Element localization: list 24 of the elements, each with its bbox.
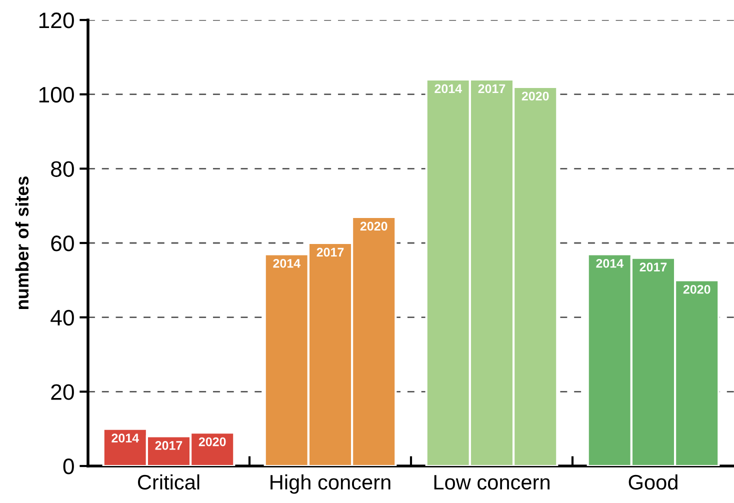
text: 2014 bbox=[112, 434, 139, 442]
y-tick-label: 80 bbox=[51, 161, 74, 177]
text: 2020 bbox=[522, 92, 549, 101]
y-tick-label: 20 bbox=[51, 384, 74, 400]
text: 2017 bbox=[478, 84, 506, 94]
text: 2017 bbox=[155, 441, 182, 450]
text: 2014 bbox=[596, 258, 624, 268]
text: 2014 bbox=[434, 84, 462, 94]
x-tick-label: Critical bbox=[138, 474, 200, 490]
series-label: 2020 bbox=[198, 437, 226, 446]
y-tick-label: 60 bbox=[51, 236, 74, 252]
x-tick-label: High concern bbox=[270, 474, 390, 494]
series-label: 2017 bbox=[640, 262, 667, 272]
x-tick-label: Low concern bbox=[434, 475, 550, 490]
series-label: 2014 bbox=[273, 258, 300, 268]
text: 2020 bbox=[360, 222, 388, 231]
y-tick-label: 0 bbox=[63, 458, 74, 474]
y-tick-label: 40 bbox=[50, 310, 74, 326]
text: 2020 bbox=[683, 284, 710, 294]
y-tick-label: 100 bbox=[39, 86, 74, 103]
y-tick-label: 120 bbox=[39, 12, 74, 28]
text: 2017 bbox=[316, 248, 344, 257]
y-axis-title: number of sites bbox=[15, 176, 29, 310]
x-tick-label: Good bbox=[628, 474, 678, 490]
